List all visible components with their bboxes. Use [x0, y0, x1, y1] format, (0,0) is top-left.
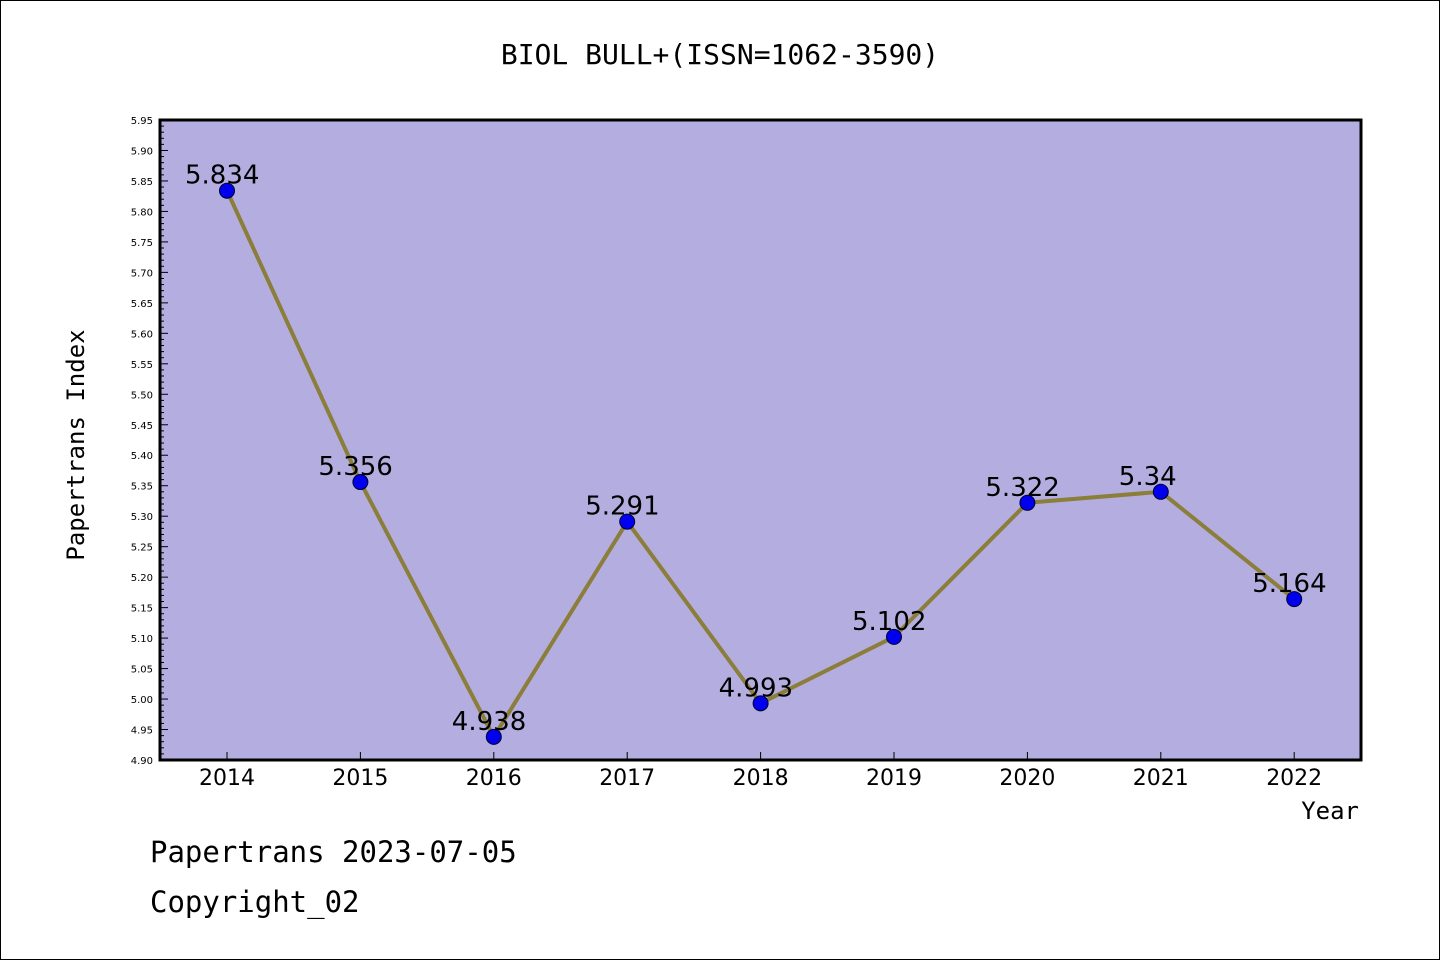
data-point [619, 513, 636, 530]
data-label: 4.993 [719, 673, 793, 703]
y-tick-label: 5.95 [131, 116, 153, 127]
y-tick-label: 5.05 [131, 665, 153, 676]
y-tick-label: 5.50 [131, 390, 153, 401]
data-label: 5.102 [852, 607, 926, 637]
x-axis-title: Year [1301, 797, 1359, 825]
y-tick-label: 5.45 [131, 421, 153, 432]
y-tick-label: 5.40 [131, 451, 153, 462]
x-tick-label: 2016 [466, 766, 522, 791]
y-tick-label: 5.20 [131, 573, 153, 584]
y-tick-label: 5.25 [131, 543, 153, 554]
data-point [1286, 591, 1303, 608]
y-tick-label: 5.60 [131, 329, 153, 340]
y-tick-label: 5.55 [131, 360, 153, 371]
data-point [485, 728, 502, 745]
data-label: 5.356 [318, 452, 392, 482]
x-tick-label: 2014 [199, 766, 255, 791]
data-label: 5.291 [585, 492, 659, 522]
y-tick-label: 5.65 [131, 299, 153, 310]
data-point [219, 182, 235, 199]
x-tick-label: 2020 [999, 766, 1055, 791]
y-tick-label: 5.75 [131, 238, 153, 249]
y-tick-label: 5.30 [131, 512, 153, 523]
y-tick-label: 5.70 [131, 268, 153, 279]
y-tick-label: 4.95 [131, 726, 153, 737]
data-point [352, 474, 369, 491]
footer-copyright: Copyright_02 [150, 885, 360, 919]
y-tick-label: 5.85 [131, 177, 153, 188]
plot-area [158, 118, 1363, 762]
data-point [752, 695, 769, 712]
y-tick-label: 4.90 [131, 756, 153, 767]
x-tick-label: 2022 [1266, 766, 1322, 791]
footer-date: Papertrans 2023-07-05 [150, 835, 517, 869]
y-tick-label: 5.35 [131, 482, 153, 493]
y-tick-label: 5.90 [131, 146, 153, 157]
chart-title: BIOL BULL+(ISSN=1062-3590) [500, 38, 940, 71]
data-label-group: 5.834 5.356 4.938 5.291 4.993 5.102 5.322 5.34 5… [185, 161, 1327, 737]
data-label: 5.164 [1252, 569, 1326, 599]
x-tick-label: 2017 [599, 766, 655, 791]
data-label: 5.34 [1119, 462, 1177, 492]
marker-group [219, 182, 1303, 745]
y-axis-title: Papertrans Index [62, 329, 90, 560]
data-label: 5.834 [185, 161, 259, 191]
data-point [1019, 494, 1036, 511]
y-tick-label: 5.10 [131, 634, 153, 645]
x-tick-label: 2018 [733, 766, 789, 791]
y-axis: 4.90 4.95 5.00 5.05 5.10 5.15 5.20 5.25 5.30 5.35… [131, 116, 168, 767]
data-point [886, 628, 902, 645]
x-tick-label: 2019 [866, 766, 922, 791]
x-tick-label: 2015 [332, 766, 388, 791]
data-label: 5.322 [985, 473, 1059, 503]
x-axis: 2014 2015 2016 2017 2018 2019 2020 2021 2022 [199, 752, 1322, 791]
x-tick-label: 2021 [1133, 766, 1189, 791]
data-point [1152, 483, 1169, 500]
data-label: 4.938 [452, 707, 526, 737]
y-tick-label: 5.15 [131, 604, 153, 615]
y-tick-label: 5.00 [131, 695, 153, 706]
y-tick-label: 5.80 [131, 207, 153, 218]
